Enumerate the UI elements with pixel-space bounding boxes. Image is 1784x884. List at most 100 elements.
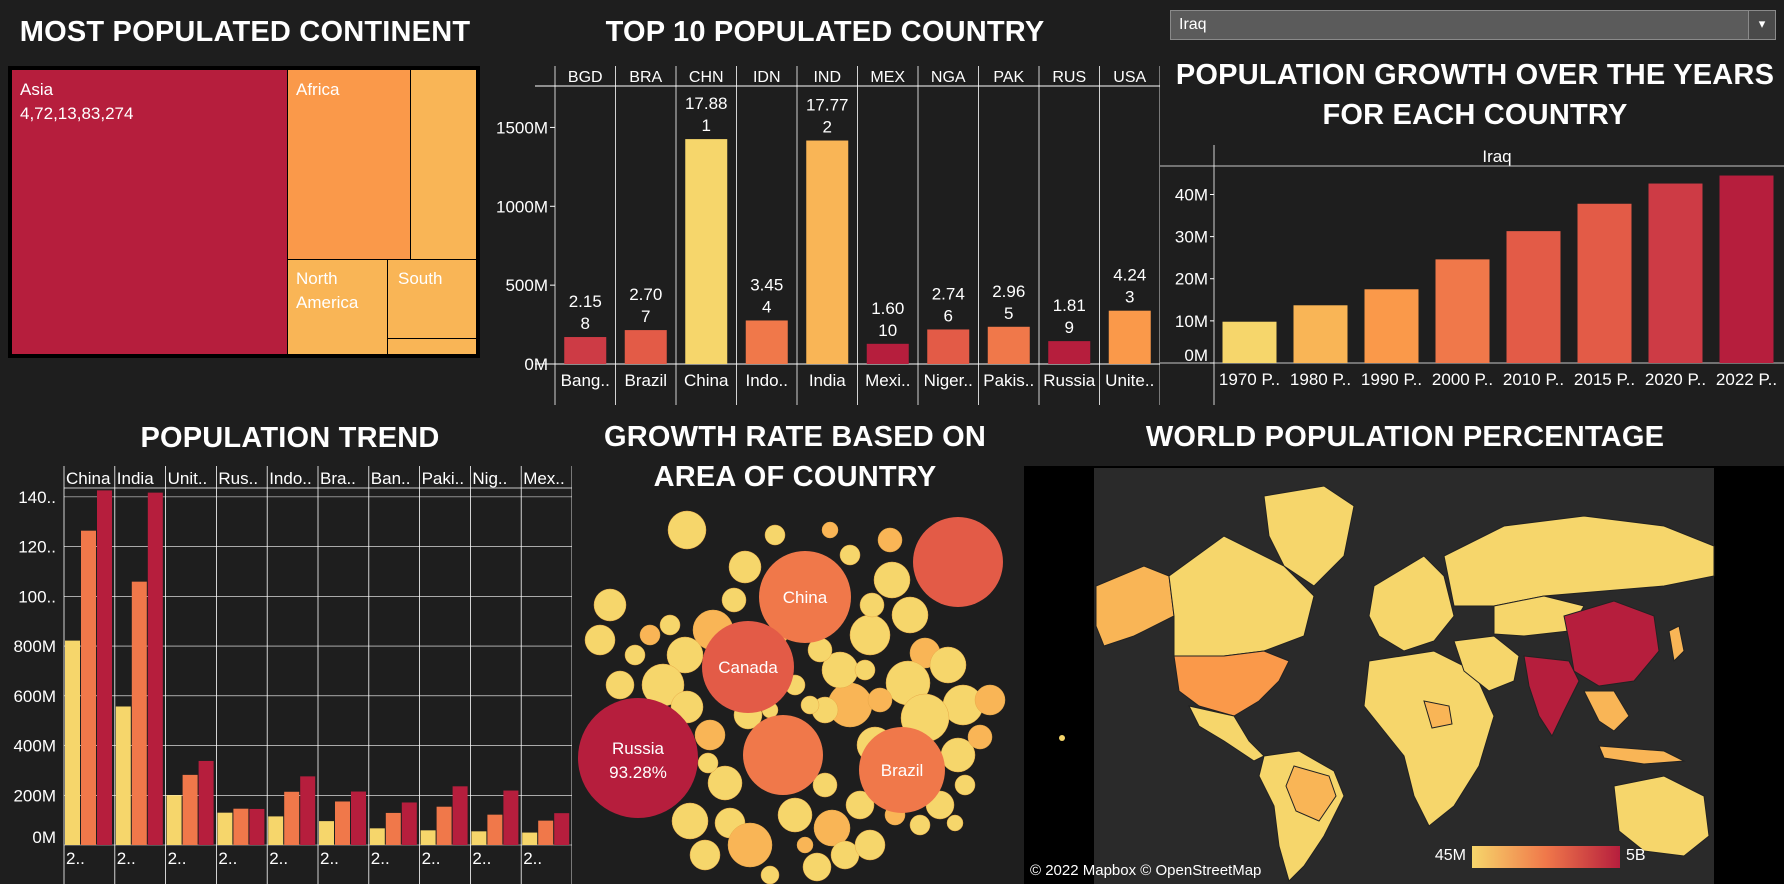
growth-bar[interactable] (1293, 305, 1348, 363)
trend-bar[interactable] (401, 802, 417, 845)
tile-north-america[interactable] (288, 260, 387, 354)
top10-code: IND (813, 69, 841, 86)
top10-data-label: 17.77 (806, 96, 849, 115)
trend-bar[interactable] (233, 808, 249, 845)
world-map[interactable]: 45M 5B (1024, 466, 1784, 884)
tile-asia[interactable] (12, 70, 287, 354)
growth-bar[interactable] (1435, 259, 1490, 363)
trend-bar[interactable] (351, 791, 366, 845)
top10-bar[interactable] (1048, 341, 1091, 364)
tile-south-america[interactable] (388, 260, 476, 338)
trend-xlabel: 2.. (218, 849, 237, 868)
trend-bar[interactable] (65, 640, 80, 845)
top10-category: Niger.. (924, 371, 973, 390)
trend-bar[interactable] (385, 812, 401, 845)
trend-xlabel: 2.. (523, 849, 542, 868)
trend-bar[interactable] (249, 808, 265, 845)
tile-north-america-name-2: America (296, 293, 359, 312)
top10-data-label-rank: 2 (823, 118, 832, 137)
area-bubble (584, 624, 616, 656)
trend-xlabel: 2.. (269, 849, 288, 868)
trend-bar[interactable] (503, 790, 519, 845)
trend-bar[interactable] (436, 806, 452, 845)
top10-bar[interactable] (927, 329, 970, 364)
area-bubble-large (743, 715, 823, 795)
tile-europe[interactable] (411, 70, 476, 259)
area-bubble (728, 550, 762, 584)
trend-bar[interactable] (268, 816, 284, 845)
area-bubble (666, 636, 704, 674)
tile-africa[interactable] (288, 70, 410, 259)
top10-data-label-rank: 6 (944, 306, 953, 325)
growth-bar[interactable] (1506, 231, 1561, 363)
trend-column-header: Bra.. (320, 469, 356, 488)
growth-bar[interactable] (1577, 203, 1632, 363)
top10-title: TOP 10 POPULATED COUNTRY (605, 16, 1045, 48)
top10-ytick: 1500M (496, 118, 548, 137)
top10-data-label: 2.15 (569, 292, 602, 311)
area-bubble (802, 852, 832, 882)
trend-bar[interactable] (198, 760, 214, 845)
trend-bar[interactable] (284, 791, 300, 845)
country-southeast-asia (1583, 690, 1630, 732)
growth-bar[interactable] (1719, 175, 1774, 363)
top10-bar[interactable] (624, 330, 667, 364)
map-credit[interactable]: © 2022 Mapbox © OpenStreetMap (1030, 862, 1262, 879)
trend-column-header: Ban.. (371, 469, 411, 488)
tile-asia-name: Asia (20, 80, 54, 99)
trend-column-header: Paki.. (422, 469, 465, 488)
growth-ytick: 0M (1184, 346, 1208, 365)
chevron-down-icon[interactable]: ▾ (1748, 11, 1775, 39)
top10-bar[interactable] (564, 337, 607, 364)
trend-bar[interactable] (300, 776, 316, 845)
trend-bar[interactable] (554, 813, 570, 845)
area-bubble (954, 774, 976, 796)
growth-bar[interactable] (1222, 321, 1277, 363)
trend-ytick: 0M (32, 828, 56, 847)
trend-bar[interactable] (217, 812, 233, 845)
trend-bar[interactable] (471, 831, 487, 845)
trend-bar[interactable] (487, 814, 503, 845)
trend-bar[interactable] (452, 786, 468, 845)
growth-category: 2000 P.. (1432, 370, 1493, 389)
growth-bar[interactable] (1648, 183, 1703, 363)
trend-bar[interactable] (335, 801, 350, 845)
trend-column-header: Mex.. (523, 469, 565, 488)
trend-bar[interactable] (115, 706, 131, 845)
trend-bar[interactable] (369, 828, 385, 845)
area-bubble (605, 670, 635, 700)
top10-category: Pakis.. (983, 371, 1034, 390)
top10-bar[interactable] (806, 140, 849, 364)
trend-xlabel: 2.. (371, 849, 390, 868)
trend-bar[interactable] (97, 490, 112, 845)
area-bubble (877, 527, 903, 553)
area-bubble (967, 724, 993, 750)
trend-bar[interactable] (81, 530, 96, 845)
top10-bar[interactable] (866, 343, 909, 364)
country-russia (1443, 515, 1715, 607)
country-filter-dropdown[interactable]: Iraq ▾ (1170, 10, 1776, 40)
growth-chart: Iraq 0M 10M 20M 30M 40M 1970 P.. 1980 P.. 1990 P… (1160, 145, 1784, 405)
trend-bar[interactable] (131, 581, 147, 845)
growth-bar[interactable] (1364, 289, 1419, 363)
top10-ytick: 500M (505, 276, 548, 295)
trend-bar[interactable] (319, 821, 334, 845)
top10-bar[interactable] (1108, 310, 1151, 364)
trend-bar[interactable] (538, 820, 554, 845)
growth-header: Iraq (1482, 147, 1511, 166)
area-bubble-large (913, 517, 1003, 607)
area-bubble-large (859, 727, 945, 813)
tile-oceania[interactable] (388, 339, 476, 354)
trend-bar[interactable] (182, 774, 198, 845)
top10-bar[interactable] (987, 326, 1030, 364)
top10-bar[interactable] (745, 320, 788, 364)
trend-bar[interactable] (147, 492, 163, 845)
trend-bar[interactable] (166, 795, 182, 845)
trend-bar[interactable] (420, 830, 436, 845)
map-legend-max: 5B (1626, 847, 1646, 864)
top10-data-label: 1.60 (871, 299, 904, 318)
top10-bar[interactable] (685, 139, 728, 364)
trend-bar[interactable] (522, 832, 538, 845)
trend-ytick: 200M (13, 786, 56, 805)
area-bubble-large (702, 621, 794, 713)
